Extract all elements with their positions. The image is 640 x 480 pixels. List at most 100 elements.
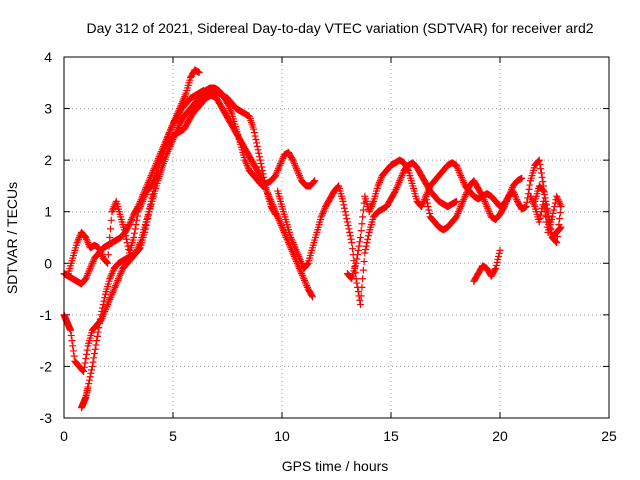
data-point [293,247,301,255]
data-point [149,187,157,195]
data-point [288,155,296,163]
data-point [356,238,364,246]
data-point [144,211,152,219]
data-point [70,352,78,360]
chart-title: Day 312 of 2021, Sidereal Day-to-day VTE… [86,20,593,36]
data-point [149,177,157,185]
x-tick-label: 25 [601,428,617,444]
data-point [85,266,93,274]
data-point [492,261,500,269]
data-point [522,203,530,211]
data-point [293,165,301,173]
data-point [134,208,142,216]
data-point [555,197,563,205]
series-track-C [77,89,279,412]
data-point [84,270,92,278]
x-axis-label: GPS time / hours [282,458,389,474]
data-point [95,244,103,252]
data-point [90,354,98,362]
data-point [357,292,365,300]
data-point [452,197,460,205]
data-point [354,251,362,259]
data-point [454,165,462,173]
data-point [75,235,83,243]
data-point [510,189,518,197]
data-point [454,209,462,217]
data-point [542,197,550,205]
data-point [355,242,363,250]
data-point [98,307,106,315]
data-point [181,91,189,99]
data-point [83,346,91,354]
data-point [104,251,112,259]
data-point [346,232,354,240]
data-point [458,199,466,207]
data-point [148,180,156,188]
data-point [479,194,487,202]
data-point [452,213,460,221]
data-point [397,173,405,181]
data-point [375,180,383,188]
data-point [250,125,258,133]
data-point [279,154,287,162]
data-point [303,283,311,291]
data-point [369,199,377,207]
y-tick-label: 3 [44,101,52,117]
data-point [295,170,303,178]
series-track-E [274,159,460,309]
data-point [536,160,544,168]
data-point [287,234,295,241]
y-tick-label: 2 [44,152,52,168]
data-point [149,191,157,199]
data-point [244,163,252,171]
data-point [87,369,95,377]
data-point [109,268,117,276]
data-point [361,249,369,257]
data-point [108,290,116,298]
data-point [461,192,469,200]
grid-lines [64,57,609,418]
data-point [374,182,382,190]
data-point [98,251,106,259]
data-point [359,266,367,274]
data-point [68,337,76,345]
data-point [393,184,401,192]
data-point [503,196,511,204]
data-point [258,166,266,174]
data-point [110,285,118,293]
data-point [253,139,261,147]
data-point [536,183,544,191]
data-point [136,204,144,212]
data-point [536,215,544,223]
data-point [288,237,296,245]
data-point [418,201,426,209]
data-point [501,201,509,209]
data-point [106,234,114,241]
data-point [360,258,368,266]
series-track-D [64,66,203,278]
data-point [491,266,499,274]
data-point [83,350,91,358]
data-point [83,273,91,281]
data-point [91,350,99,358]
data-point [179,96,187,104]
data-point [176,105,184,113]
data-point [259,170,267,178]
data-point [136,245,144,253]
data-point [455,168,463,176]
data-point [168,122,176,130]
data-point [108,270,116,278]
data-point [290,240,298,248]
data-point [271,172,279,180]
data-point [295,172,303,180]
data-point [89,358,97,366]
data-point [133,212,141,220]
data-point [460,196,468,204]
data-point [394,180,402,188]
data-point [180,94,188,102]
data-point [376,177,384,185]
data-point [149,178,157,186]
data-point [258,163,266,171]
data-point [166,127,174,135]
data-point [252,136,260,144]
